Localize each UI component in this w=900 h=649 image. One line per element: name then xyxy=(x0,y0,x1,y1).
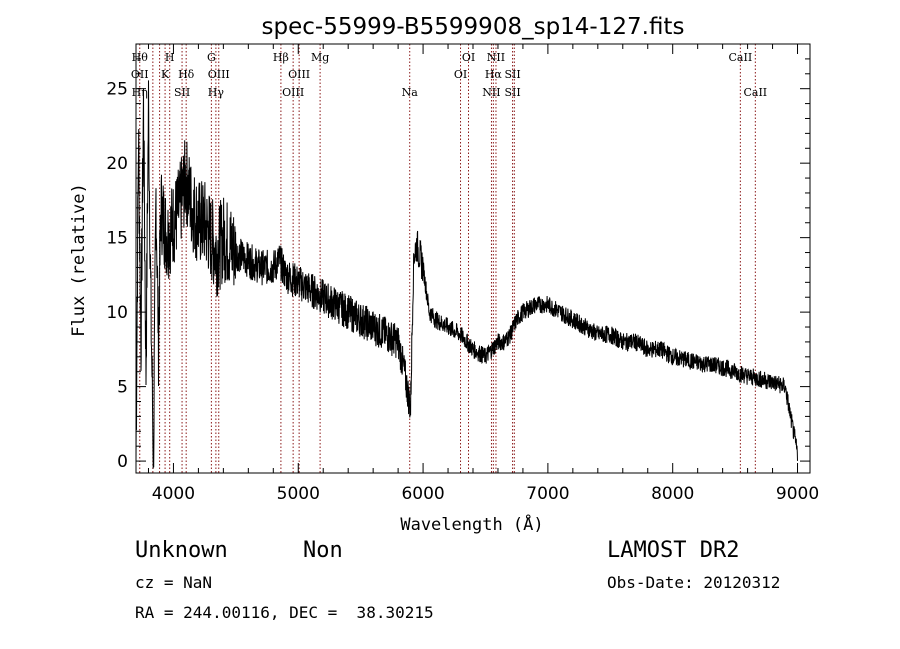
x-tick-label: 9000 xyxy=(776,484,819,504)
spectrum-chart: spec-55999-B5599908_sp14-127.fits 4000 50… xyxy=(69,14,819,535)
y-tick-label: 25 xyxy=(106,80,128,100)
line-label: Hη xyxy=(132,86,148,99)
coordinates-label: RA = 244.00116, DEC = 38.30215 xyxy=(135,603,434,622)
line-label: Na xyxy=(402,86,419,99)
line-label: Hθ xyxy=(132,51,149,64)
line-label: OIII xyxy=(282,86,304,99)
subclass-label: Non xyxy=(303,538,343,563)
line-label: SII xyxy=(504,68,520,81)
line-markers xyxy=(139,44,756,473)
line-label: Mg xyxy=(311,51,329,64)
line-label: CaII xyxy=(743,86,767,99)
classification-label: Unknown xyxy=(135,538,228,563)
x-tick-label: 8000 xyxy=(651,484,694,504)
line-label: NII xyxy=(482,86,500,99)
line-label: CaII xyxy=(729,51,753,64)
line-label: Hα xyxy=(485,68,503,81)
x-axis: 4000 5000 6000 7000 8000 9000 xyxy=(147,44,819,504)
line-label: SII xyxy=(504,86,520,99)
x-tick-label: 4000 xyxy=(152,484,195,504)
line-label: G xyxy=(207,51,216,64)
y-tick-label: 0 xyxy=(117,452,128,472)
line-label: NII xyxy=(487,51,505,64)
line-label: SII xyxy=(174,86,190,99)
obs-date-label: Obs-Date: 20120312 xyxy=(607,573,781,592)
redshift-label: cz = NaN xyxy=(135,573,213,592)
y-tick-label: 20 xyxy=(106,154,128,174)
y-axis-label: Flux (relative) xyxy=(69,183,89,337)
spectrum-series-line xyxy=(135,80,798,469)
chart-title: spec-55999-B5599908_sp14-127.fits xyxy=(262,14,685,40)
y-tick-label: 15 xyxy=(106,229,128,249)
y-tick-label: 10 xyxy=(106,303,128,323)
x-tick-label: 5000 xyxy=(277,484,320,504)
line-label: OI xyxy=(462,51,475,64)
y-axis: 0 5 10 15 20 25 xyxy=(106,58,810,472)
x-tick-label: 6000 xyxy=(401,484,444,504)
y-tick-label: 5 xyxy=(117,378,128,398)
x-tick-label: 7000 xyxy=(526,484,569,504)
line-label: OI xyxy=(454,68,467,81)
x-axis-label: Wavelength (Å) xyxy=(400,513,543,535)
line-label: OIII xyxy=(288,68,310,81)
survey-label: LAMOST DR2 xyxy=(607,538,740,563)
line-label: K xyxy=(161,68,170,81)
line-label: Hγ xyxy=(208,86,225,99)
line-label: OIII xyxy=(208,68,230,81)
line-label: Hβ xyxy=(273,51,289,64)
line-label: OII xyxy=(131,68,149,81)
line-labels: HθOIIHηKHSIIHδGHγOIIIHβOIIIOIIIMgNaOIOIN… xyxy=(131,51,767,99)
line-label: Hδ xyxy=(178,68,195,81)
line-label: H xyxy=(165,51,175,64)
